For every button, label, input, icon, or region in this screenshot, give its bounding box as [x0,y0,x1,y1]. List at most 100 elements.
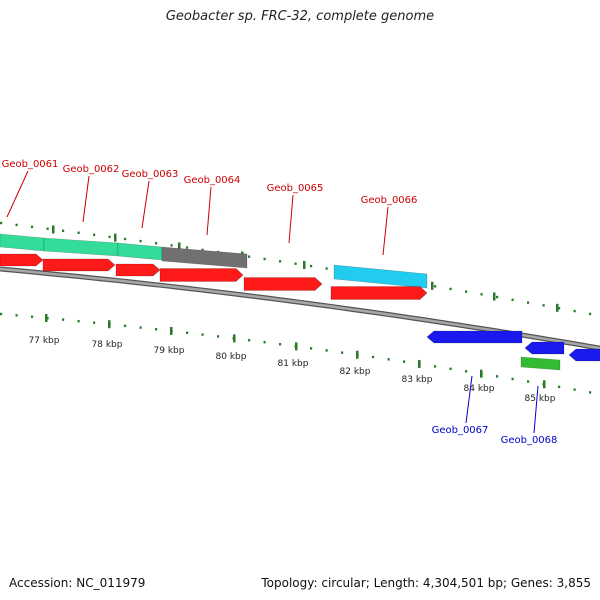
minor-tick [496,295,499,299]
minor-tick [155,242,158,245]
major-tick [114,233,117,242]
minor-tick [558,385,561,389]
label-leader-line [6,170,29,218]
minor-tick [511,298,514,301]
scale-label: 83 kbp [402,375,433,385]
minor-tick [93,321,96,324]
gene-label: Geob_0061 [2,159,59,170]
forward-cds-arrow [243,277,323,291]
minor-tick [248,255,251,258]
minor-tick [434,285,437,288]
forward-cds-arrow [0,253,44,267]
minor-tick [186,246,189,249]
minor-tick [511,377,514,381]
minor-tick [465,290,468,293]
minor-tick [573,309,576,313]
minor-tick [387,358,390,361]
minor-tick [310,347,313,350]
minor-tick [108,235,111,239]
minor-tick [31,315,34,318]
scale-label: 85 kbp [525,394,556,404]
minor-tick [124,237,127,241]
major-tick [295,342,298,351]
label-leader-line [82,175,90,223]
forward-cds-arrow [115,263,161,277]
major-tick [356,350,359,359]
minor-tick [248,339,251,342]
minor-tick [465,370,468,373]
minor-tick [589,312,592,316]
rna-block [520,356,561,371]
label-leader-line [382,206,389,256]
gene-label: Geob_0065 [267,183,324,194]
gene-label: Geob_0062 [63,164,120,175]
major-tick [45,314,48,323]
minor-tick [310,264,313,268]
orthologous-block [117,242,163,261]
minor-tick [217,335,220,338]
genome-title: Geobacter sp. FRC-32, complete genome [165,9,435,24]
orthologous-block [43,237,119,257]
minor-tick [31,225,34,229]
minor-tick [263,257,266,261]
scale-label: 80 kbp [216,352,247,362]
scale-label: 84 kbp [464,384,495,394]
feature-track [0,233,600,371]
major-tick [108,320,111,329]
minor-tick [449,287,452,291]
gene-label: Geob_0067 [432,425,489,436]
minor-tick [0,221,3,225]
minor-tick [15,314,18,317]
accession-text: Accession: NC_011979 [9,576,146,590]
major-tick [556,303,559,312]
minor-tick [201,333,204,336]
minor-tick [77,231,80,234]
scale-label: 82 kbp [340,367,371,377]
major-tick [543,380,546,389]
minor-tick [155,328,158,331]
major-tick [303,261,306,270]
minor-tick [480,293,483,296]
label-leader-line [206,186,212,236]
minor-tick [589,391,592,394]
major-tick [178,242,181,251]
label-leader-line [288,194,294,244]
scale-labels: 77 kbp 78 kbp 79 kbp 80 kbp 81 kbp 82 kbp 83 k… [29,336,556,404]
minor-tick [124,324,127,328]
label-leader-line [141,180,150,229]
reverse-cds-arrow [568,348,600,362]
reverse-cds-arrow [426,330,523,344]
scale-label: 79 kbp [154,346,185,356]
forward-cds-arrow [42,258,116,272]
minor-tick [279,260,282,263]
major-tick [52,225,55,234]
orthologous-block [0,233,45,252]
minor-tick [558,307,561,310]
reverse-cds-arrow [524,341,565,355]
minor-tick [573,388,576,391]
minor-tick [15,223,18,227]
minor-tick [93,233,96,237]
minor-tick [341,351,344,354]
minor-tick [527,301,530,304]
minor-tick [542,304,545,307]
scale-label: 77 kbp [29,336,60,346]
gene-label: Geob_0064 [184,175,241,186]
major-tick [431,281,434,290]
scale-label: 78 kbp [92,340,123,350]
minor-tick [46,227,49,230]
unassigned-block [161,246,248,269]
inner-tick-track [0,312,592,394]
minor-tick [325,267,328,270]
minor-tick [434,365,437,368]
forward-cds-arrow [159,268,244,282]
minor-tick [496,375,499,378]
minor-tick [170,244,173,247]
minor-tick [139,326,142,329]
topology-summary: Topology: circular; Length: 4,304,501 bp… [261,576,591,590]
minor-tick [62,318,65,321]
minor-tick [46,316,49,320]
minor-tick [325,349,328,352]
minor-tick [279,343,282,346]
